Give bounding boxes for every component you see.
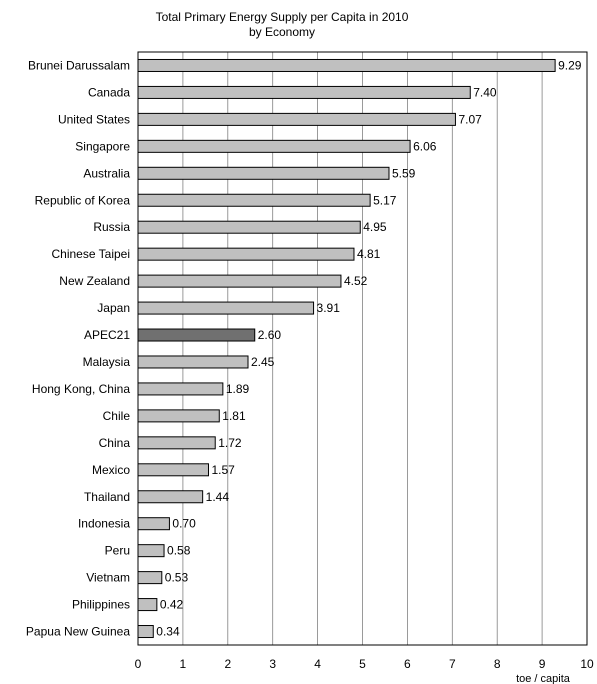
bar (137, 58, 556, 72)
category-labels: Brunei Darussalam Canada United States Sing… (26, 58, 130, 638)
category-label: Papua New Guinea (26, 625, 130, 639)
bar (137, 409, 220, 423)
chart-title-line-2: by Economy (249, 25, 315, 39)
bar (137, 301, 315, 315)
x-tick-label: 1 (180, 657, 187, 671)
category-label: Thailand (84, 490, 130, 504)
category-label: Chinese Taipei (52, 247, 131, 261)
category-label: Japan (97, 301, 130, 315)
category-label: New Zealand (59, 274, 130, 288)
bar (137, 220, 361, 234)
value-label: 1.81 (222, 409, 246, 423)
value-label: 5.59 (392, 166, 416, 180)
value-label: 9.29 (558, 58, 582, 72)
value-label: 0.34 (156, 625, 180, 639)
value-label: 7.40 (473, 85, 497, 99)
value-label: 1.89 (226, 382, 250, 396)
category-label: Australia (83, 166, 130, 180)
bar (137, 436, 216, 450)
x-tick-label: 7 (449, 657, 456, 671)
x-tick-label: 9 (539, 657, 546, 671)
category-label: APEC21 (84, 328, 130, 342)
category-label: Hong Kong, China (32, 382, 130, 396)
bar (137, 85, 471, 99)
chart-title-line-1: Total Primary Energy Supply per Capita i… (156, 10, 409, 24)
bar (137, 247, 355, 261)
bar (137, 571, 163, 585)
x-tick-label: 8 (494, 657, 501, 671)
bar (137, 625, 154, 639)
bar (137, 382, 224, 396)
category-label: Republic of Korea (35, 193, 131, 207)
category-label: Brunei Darussalam (28, 58, 130, 72)
x-tick-label: 6 (404, 657, 411, 671)
x-tick-label: 5 (359, 657, 366, 671)
value-label: 4.95 (363, 220, 387, 234)
value-label: 3.91 (317, 301, 341, 315)
category-label: Mexico (92, 463, 130, 477)
value-labels: 9.29 7.40 7.07 6.06 5.59 5.17 4.95 4.81 4.523.91… (156, 58, 582, 638)
value-label: 1.57 (211, 463, 235, 477)
bar (137, 355, 249, 369)
value-label: 0.70 (172, 517, 196, 531)
bars (137, 58, 556, 639)
category-label: Indonesia (78, 517, 130, 531)
bar (137, 166, 390, 180)
value-label: 4.81 (357, 247, 381, 261)
category-label: Malaysia (83, 355, 131, 369)
bar (137, 544, 165, 558)
category-label: Chile (103, 409, 131, 423)
value-label: 4.52 (344, 274, 368, 288)
bar (137, 463, 209, 477)
bar (137, 193, 371, 207)
category-label: Russia (93, 220, 130, 234)
x-axis-title: toe / capita (516, 673, 571, 684)
value-label: 0.53 (165, 571, 189, 585)
bar (137, 328, 256, 342)
bar (137, 517, 170, 531)
value-label: 2.45 (251, 355, 275, 369)
bar (137, 112, 456, 126)
category-label: Singapore (75, 139, 130, 153)
category-label: Peru (105, 544, 130, 558)
value-label: 0.58 (167, 544, 191, 558)
value-label: 0.42 (160, 598, 184, 612)
category-label: Canada (88, 85, 130, 99)
x-tick-label: 10 (580, 657, 594, 671)
bar (137, 598, 158, 612)
value-label: 6.06 (413, 139, 437, 153)
value-label: 2.60 (258, 328, 282, 342)
bar (137, 490, 204, 504)
value-label: 7.07 (458, 112, 482, 126)
x-tick-label: 4 (314, 657, 321, 671)
x-tick-label: 0 (135, 657, 142, 671)
bar (137, 274, 342, 288)
value-label: 1.72 (218, 436, 242, 450)
category-label: Vietnam (86, 571, 130, 585)
x-tick-labels: 0 1 2 3 4 5 6 7 8 9 10 (135, 657, 594, 671)
value-label: 5.17 (373, 193, 397, 207)
category-label: Philippines (72, 598, 130, 612)
x-tick-label: 3 (269, 657, 276, 671)
bar (137, 139, 411, 153)
x-tick-label: 2 (224, 657, 231, 671)
value-label: 1.44 (206, 490, 230, 504)
plot-area-frame (137, 51, 588, 646)
category-label: United States (58, 112, 130, 126)
category-label: China (99, 436, 131, 450)
